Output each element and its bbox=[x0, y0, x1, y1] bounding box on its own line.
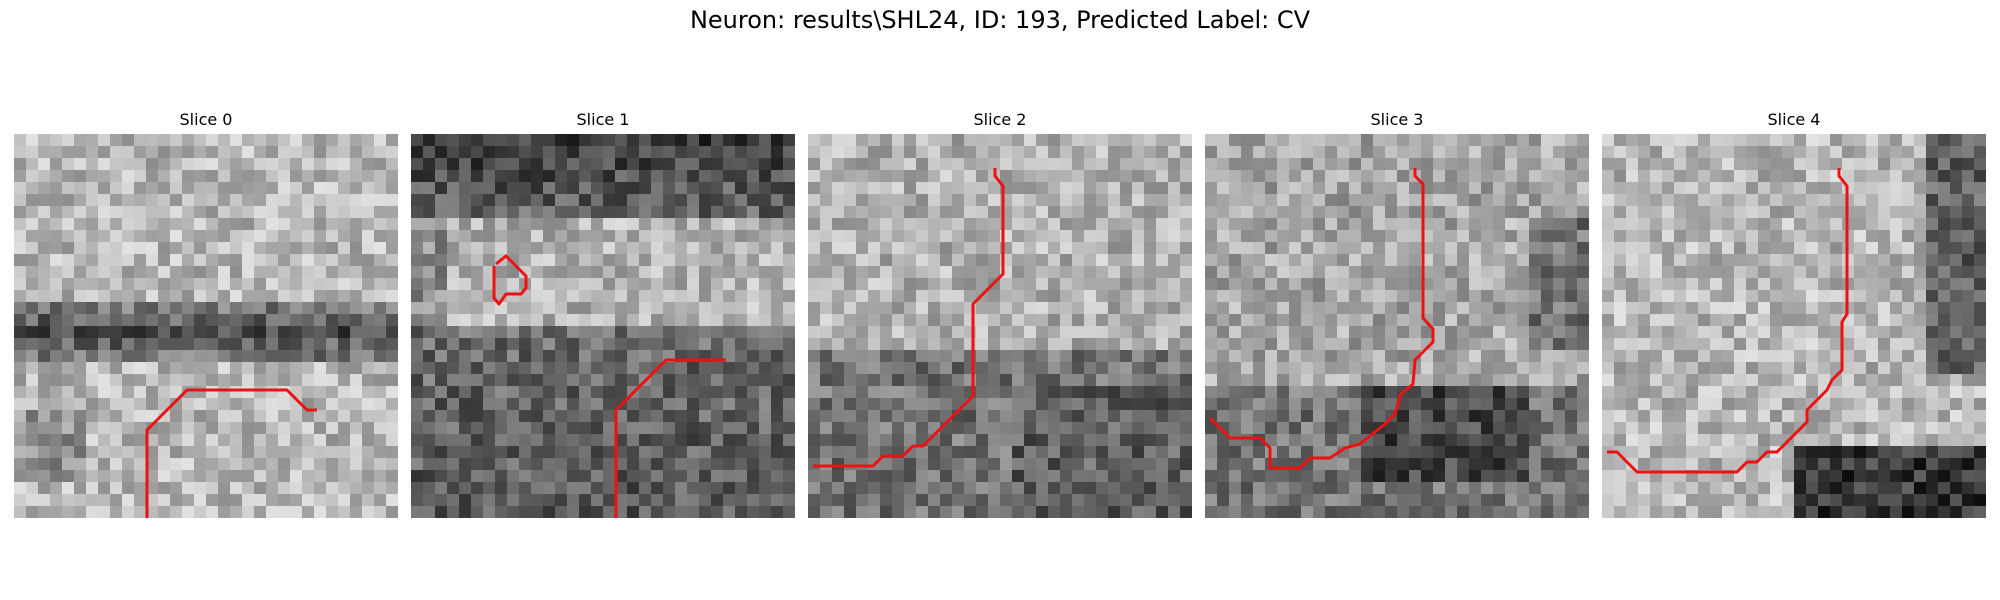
slice-panel-2: Slice 2 bbox=[808, 108, 1192, 518]
slice-image-3 bbox=[1205, 134, 1589, 518]
slice-title-0: Slice 0 bbox=[14, 108, 398, 132]
slice-title-4: Slice 4 bbox=[1602, 108, 1986, 132]
slice-image-0 bbox=[14, 134, 398, 518]
slice-panel-4: Slice 4 bbox=[1602, 108, 1986, 518]
slice-title-3: Slice 3 bbox=[1205, 108, 1589, 132]
slice-image-4 bbox=[1602, 134, 1986, 518]
slice-title-1: Slice 1 bbox=[411, 108, 795, 132]
figure-title: Neuron: results\SHL24, ID: 193, Predicte… bbox=[0, 6, 2000, 34]
slice-image-2 bbox=[808, 134, 1192, 518]
slice-panel-1: Slice 1 bbox=[411, 108, 795, 518]
slice-image-1 bbox=[411, 134, 795, 518]
slice-panel-3: Slice 3 bbox=[1205, 108, 1589, 518]
slice-panel-0: Slice 0 bbox=[14, 108, 398, 518]
slice-title-2: Slice 2 bbox=[808, 108, 1192, 132]
